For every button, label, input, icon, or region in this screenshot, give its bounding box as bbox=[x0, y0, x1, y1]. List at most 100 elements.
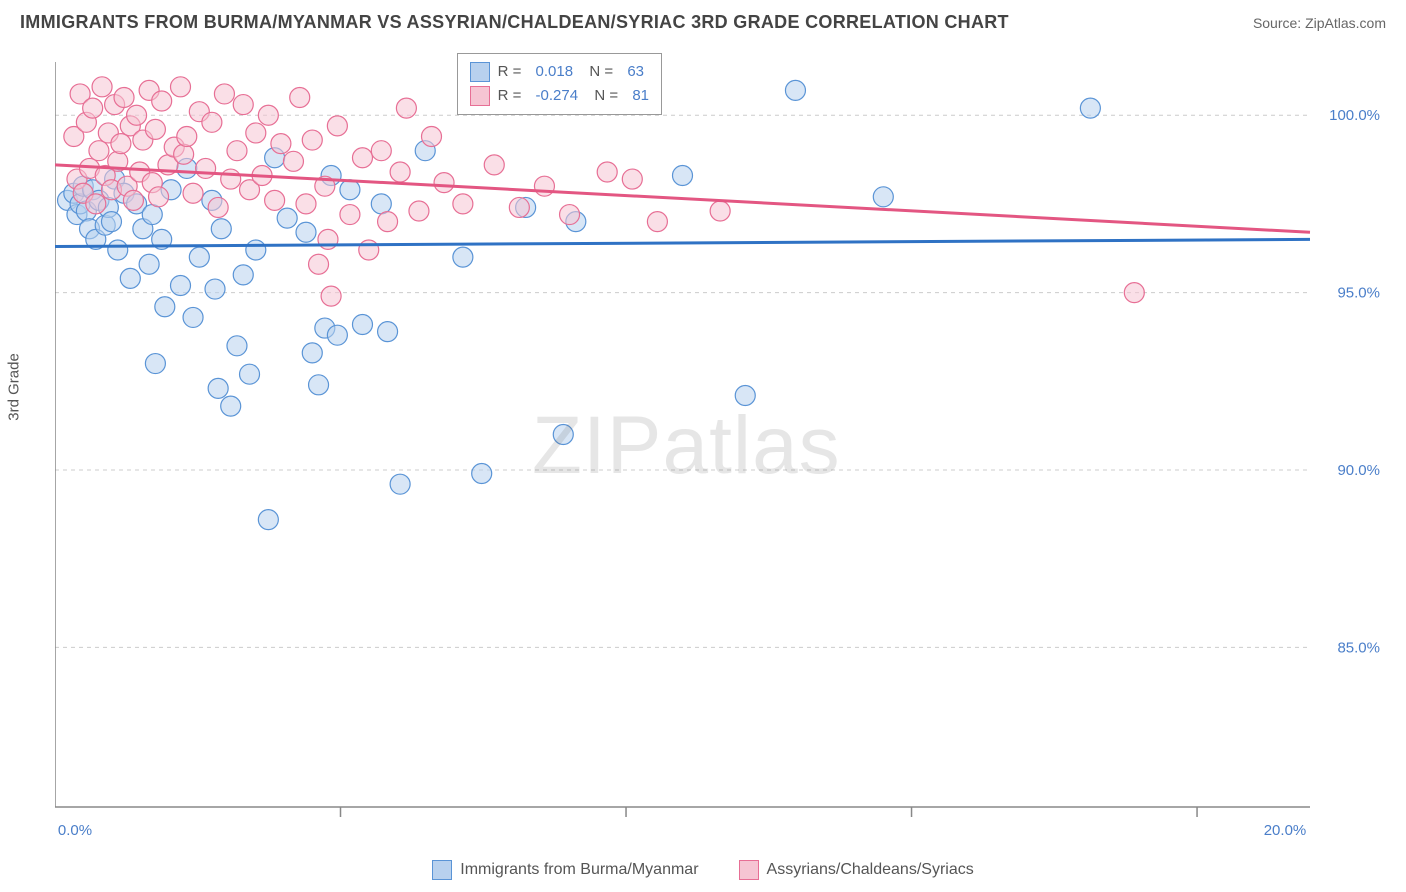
data-point bbox=[296, 222, 316, 242]
data-point bbox=[111, 134, 131, 154]
data-point bbox=[597, 162, 617, 182]
data-point bbox=[352, 148, 372, 168]
data-point bbox=[214, 84, 234, 104]
data-point bbox=[484, 155, 504, 175]
data-point bbox=[378, 322, 398, 342]
data-point bbox=[142, 205, 162, 225]
data-point bbox=[189, 247, 209, 267]
data-point bbox=[108, 240, 128, 260]
data-point bbox=[145, 119, 165, 139]
data-point bbox=[233, 95, 253, 115]
scatter-chart-svg: 85.0%90.0%95.0%100.0%0.0%20.0% bbox=[55, 50, 1386, 837]
data-point bbox=[371, 194, 391, 214]
data-point bbox=[296, 194, 316, 214]
data-point bbox=[221, 169, 241, 189]
data-point bbox=[340, 180, 360, 200]
data-point bbox=[92, 77, 112, 97]
data-point bbox=[174, 144, 194, 164]
chart-title: IMMIGRANTS FROM BURMA/MYANMAR VS ASSYRIA… bbox=[20, 12, 1009, 33]
legend-r-value: 0.018 bbox=[536, 60, 574, 84]
data-point bbox=[114, 87, 134, 107]
regression-line bbox=[55, 239, 1310, 246]
legend-n-value: 81 bbox=[632, 84, 649, 108]
data-point bbox=[873, 187, 893, 207]
y-tick-label: 95.0% bbox=[1337, 285, 1380, 302]
data-point bbox=[271, 134, 291, 154]
data-point bbox=[290, 87, 310, 107]
data-point bbox=[149, 187, 169, 207]
data-point bbox=[196, 158, 216, 178]
data-point bbox=[227, 336, 247, 356]
data-point bbox=[472, 464, 492, 484]
data-point bbox=[553, 425, 573, 445]
legend-r-value: -0.274 bbox=[536, 84, 579, 108]
data-point bbox=[152, 91, 172, 111]
y-tick-label: 100.0% bbox=[1329, 107, 1380, 124]
data-point bbox=[233, 265, 253, 285]
data-point bbox=[183, 183, 203, 203]
data-point bbox=[139, 254, 159, 274]
data-point bbox=[155, 297, 175, 317]
legend-r-label: R = bbox=[498, 84, 526, 108]
chart-source: Source: ZipAtlas.com bbox=[1253, 15, 1386, 31]
data-point bbox=[240, 364, 260, 384]
data-point bbox=[327, 325, 347, 345]
data-point bbox=[277, 208, 297, 228]
legend-r-label: R = bbox=[498, 60, 526, 84]
data-point bbox=[560, 205, 580, 225]
data-point bbox=[221, 396, 241, 416]
x-tick-label: 0.0% bbox=[58, 822, 92, 837]
bottom-legend-item: Assyrians/Chaldeans/Syriacs bbox=[739, 860, 974, 880]
data-point bbox=[183, 307, 203, 327]
y-tick-label: 85.0% bbox=[1337, 639, 1380, 656]
stats-legend: R = 0.018 N = 63 R = -0.274 N = 81 bbox=[457, 53, 662, 115]
legend-n-label: N = bbox=[586, 84, 622, 108]
data-point bbox=[673, 166, 693, 186]
data-point bbox=[390, 162, 410, 182]
legend-swatch bbox=[432, 860, 452, 880]
y-axis-label: 3rd Grade bbox=[6, 353, 23, 421]
data-point bbox=[246, 240, 266, 260]
data-point bbox=[208, 378, 228, 398]
legend-swatch bbox=[470, 62, 490, 82]
chart-area: 85.0%90.0%95.0%100.0%0.0%20.0% ZIPatlas … bbox=[55, 50, 1386, 837]
data-point bbox=[211, 219, 231, 239]
data-point bbox=[340, 205, 360, 225]
data-point bbox=[202, 112, 222, 132]
data-point bbox=[1080, 98, 1100, 118]
bottom-legend-item: Immigrants from Burma/Myanmar bbox=[432, 860, 698, 880]
data-point bbox=[309, 254, 329, 274]
data-point bbox=[309, 375, 329, 395]
data-point bbox=[647, 212, 667, 232]
data-point bbox=[205, 279, 225, 299]
legend-swatch bbox=[739, 860, 759, 880]
data-point bbox=[145, 354, 165, 374]
data-point bbox=[321, 286, 341, 306]
data-point bbox=[171, 276, 191, 296]
legend-n-value: 63 bbox=[627, 60, 644, 84]
data-point bbox=[453, 194, 473, 214]
legend-label: Immigrants from Burma/Myanmar bbox=[460, 861, 698, 879]
data-point bbox=[89, 141, 109, 161]
data-point bbox=[258, 105, 278, 125]
data-point bbox=[302, 343, 322, 363]
data-point bbox=[120, 268, 140, 288]
data-point bbox=[785, 80, 805, 100]
data-point bbox=[208, 197, 228, 217]
data-point bbox=[378, 212, 398, 232]
data-point bbox=[177, 127, 197, 147]
data-point bbox=[83, 98, 103, 118]
data-point bbox=[735, 385, 755, 405]
data-point bbox=[246, 123, 266, 143]
legend-swatch bbox=[470, 86, 490, 106]
data-point bbox=[123, 190, 143, 210]
data-point bbox=[1124, 283, 1144, 303]
data-point bbox=[283, 151, 303, 171]
bottom-legend: Immigrants from Burma/Myanmar Assyrians/C… bbox=[0, 860, 1406, 880]
data-point bbox=[227, 141, 247, 161]
data-point bbox=[302, 130, 322, 150]
legend-row: R = -0.274 N = 81 bbox=[470, 84, 649, 108]
data-point bbox=[710, 201, 730, 221]
y-tick-label: 90.0% bbox=[1337, 462, 1380, 479]
data-point bbox=[359, 240, 379, 260]
